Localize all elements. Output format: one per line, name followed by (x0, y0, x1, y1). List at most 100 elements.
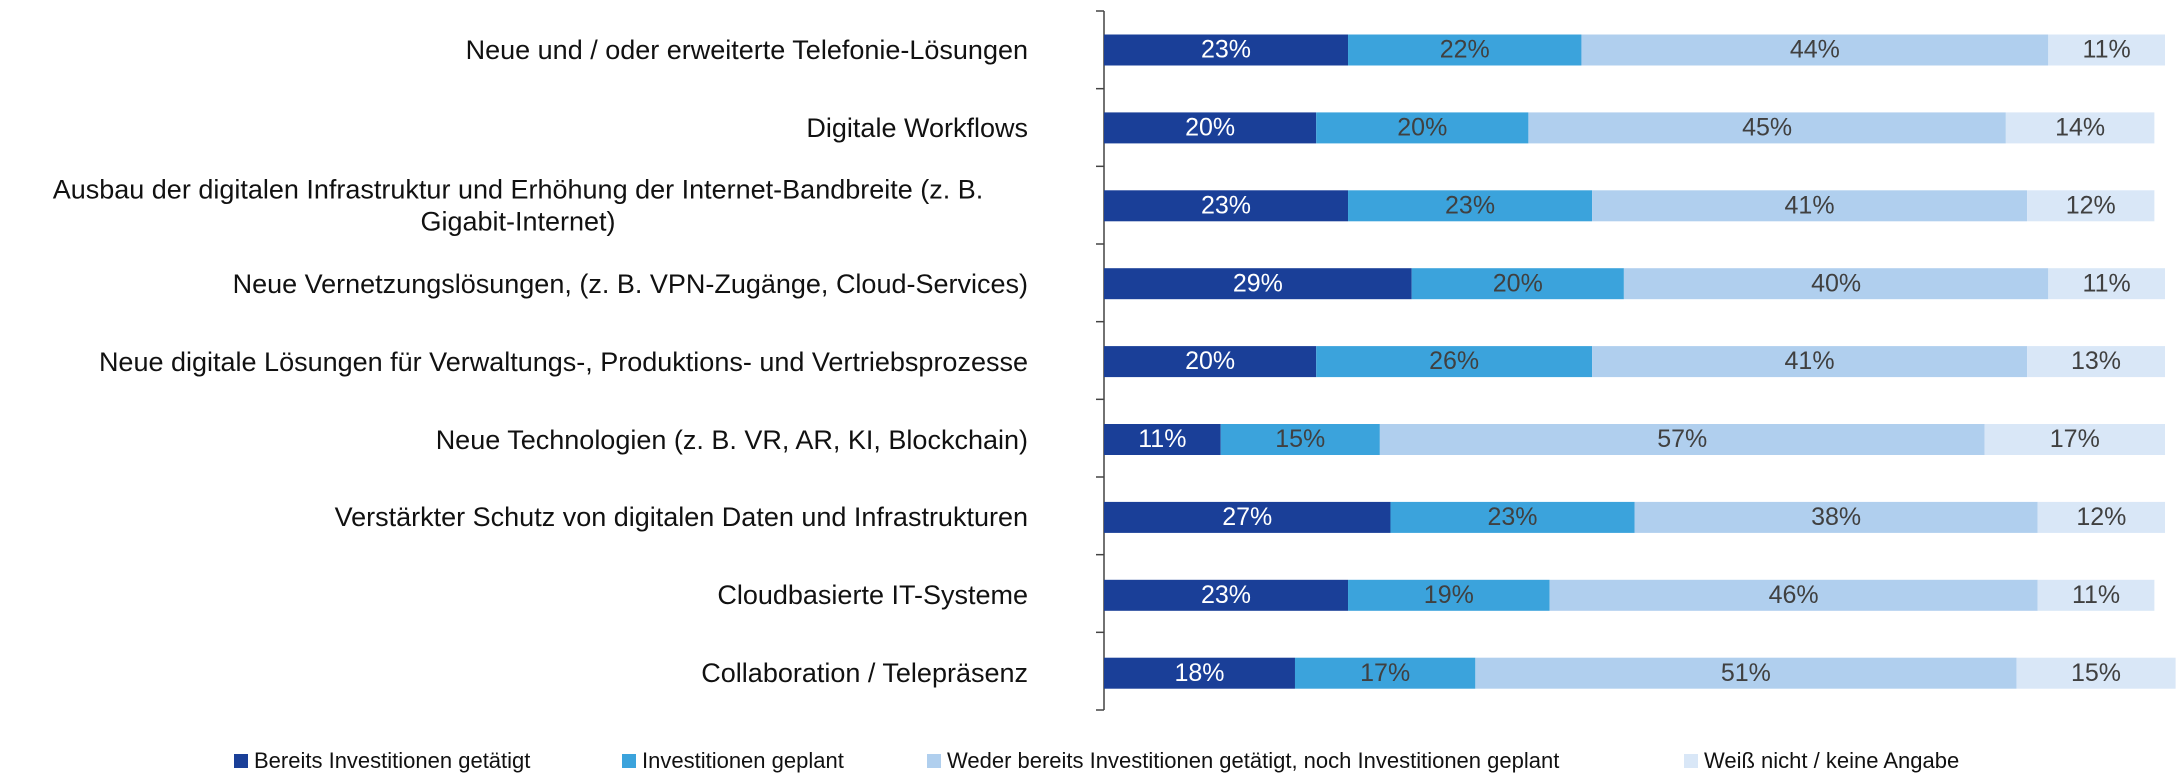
bar-segment (1104, 190, 1349, 222)
value-label: 20% (1185, 114, 1235, 142)
category-label-box: Verstärkter Schutz von digitalen Daten u… (8, 501, 1028, 533)
value-label: 17% (2050, 425, 2100, 453)
value-label: 23% (1201, 191, 1251, 219)
bar-segment (2037, 501, 2165, 533)
value-label: 57% (1657, 425, 1707, 453)
legend-swatch (1684, 754, 1698, 768)
value-label: 41% (1785, 191, 1835, 219)
category-label: Neue Vernetzungslösungen, (z. B. VPN-Zug… (232, 268, 1028, 299)
value-label: 18% (1174, 659, 1224, 687)
bar-segment (1220, 424, 1380, 455)
category-label: Verstärkter Schutz von digitalen Daten u… (334, 502, 1028, 533)
category-label: Collaboration / Telepräsenz (701, 657, 1028, 688)
category-label-box: Digitale Workflows (8, 112, 1028, 144)
value-label: 22% (1440, 36, 1490, 64)
bar-segment (1294, 657, 1476, 689)
category-label: Digitale Workflows (806, 112, 1028, 143)
bar-segment (1549, 579, 2038, 611)
bar-segment (1411, 268, 1624, 300)
bar-segment (1104, 268, 1412, 300)
value-label: 17% (1360, 659, 1410, 687)
bar-segment (2027, 190, 2155, 222)
value-label: 14% (2055, 114, 2105, 142)
category-label: Ausbau der digitalen Infrastruktur und E… (52, 174, 984, 237)
legend-swatch (234, 754, 248, 768)
category-label-box: Neue und / oder erweiterte Telefonie-Lös… (8, 34, 1028, 66)
value-label: 20% (1397, 114, 1447, 142)
value-label: 27% (1222, 503, 1272, 531)
bar-segment (1634, 501, 2038, 533)
value-label: 13% (2071, 347, 2121, 375)
value-label: 20% (1185, 347, 1235, 375)
bar-segment (1623, 268, 2049, 300)
value-label: 11% (2083, 36, 2131, 64)
value-label: 11% (2072, 581, 2120, 609)
value-label: 23% (1201, 36, 1251, 64)
bar-segment (1104, 34, 1349, 66)
value-label: 41% (1785, 347, 1835, 375)
value-label: 15% (2071, 659, 2121, 687)
bar-segment (1581, 34, 2049, 66)
category-label-box: Collaboration / Telepräsenz (8, 657, 1028, 689)
value-label: 11% (2083, 269, 2131, 297)
bar-segment (2005, 112, 2155, 144)
value-label: 20% (1493, 269, 1543, 297)
value-label: 40% (1811, 269, 1861, 297)
legend-swatch (927, 754, 941, 768)
category-label: Cloudbasierte IT-Systeme (717, 580, 1028, 611)
category-label: Neue digitale Lösungen für Verwaltungs-,… (98, 346, 1028, 377)
bar-segment (1104, 112, 1317, 144)
bar-segment (2048, 268, 2165, 300)
bar-segment (1316, 112, 1529, 144)
bar-segment (1390, 501, 1635, 533)
value-label: 23% (1445, 191, 1495, 219)
value-label: 23% (1201, 581, 1251, 609)
value-label: 38% (1811, 503, 1861, 531)
bar-segment (1104, 579, 1349, 611)
bar-segment (1528, 112, 2006, 144)
legend-label: Weiß nicht / keine Angabe (1704, 748, 1959, 773)
value-label: 11% (1138, 425, 1186, 453)
bar-segment (1316, 346, 1593, 378)
category-label: Neue und / oder erweiterte Telefonie-Lös… (465, 34, 1028, 65)
bar-segment (1984, 424, 2165, 455)
bar-segment (2048, 34, 2165, 66)
value-label: 46% (1769, 581, 1819, 609)
value-label: 51% (1721, 659, 1771, 687)
bar-segment (1592, 190, 2028, 222)
legend-label: Weder bereits Investitionen getätigt, no… (947, 748, 1559, 773)
value-label: 44% (1790, 36, 1840, 64)
legend-label: Investitionen geplant (642, 748, 844, 773)
bar-segment (1104, 346, 1317, 378)
bar-segment (2027, 346, 2165, 378)
category-label-box: Ausbau der digitalen Infrastruktur und E… (8, 173, 1028, 238)
legend-swatch (622, 754, 636, 768)
bar-segment (1592, 346, 2028, 378)
category-label-box: Neue digitale Lösungen für Verwaltungs-,… (8, 345, 1028, 377)
value-label: 45% (1742, 114, 1792, 142)
bar-segment (1104, 501, 1391, 533)
bar-segment (1104, 657, 1295, 689)
value-label: 12% (2076, 503, 2126, 531)
bar-segment (1348, 579, 1550, 611)
value-label: 12% (2066, 191, 2116, 219)
category-label-box: Neue Vernetzungslösungen, (z. B. VPN-Zug… (8, 267, 1028, 299)
bar-segment (1348, 34, 1582, 66)
value-label: 23% (1487, 503, 1537, 531)
value-label: 19% (1424, 581, 1474, 609)
category-label-box: Neue Technologien (z. B. VR, AR, KI, Blo… (8, 423, 1028, 455)
bar-segment (2037, 579, 2155, 611)
bar-segment (1475, 657, 2017, 689)
bar-segment (1348, 190, 1593, 222)
bar-segment (1104, 424, 1221, 455)
category-label-box: Cloudbasierte IT-Systeme (8, 579, 1028, 611)
category-label: Neue Technologien (z. B. VR, AR, KI, Blo… (435, 424, 1028, 455)
legend-label: Bereits Investitionen getätigt (254, 748, 530, 773)
bar-segment (2016, 657, 2176, 689)
value-label: 15% (1275, 425, 1325, 453)
value-label: 26% (1429, 347, 1479, 375)
bar-segment (1379, 424, 1985, 455)
value-label: 29% (1233, 269, 1283, 297)
